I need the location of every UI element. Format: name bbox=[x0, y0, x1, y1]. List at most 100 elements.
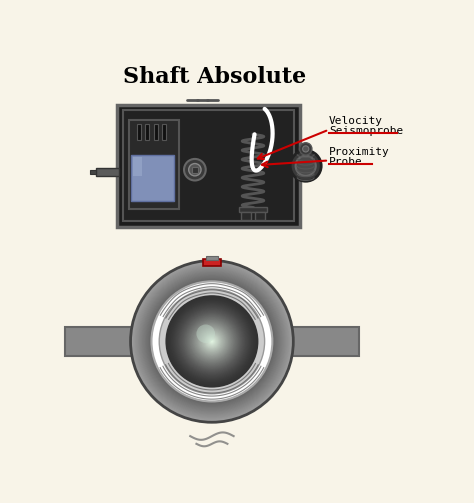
Circle shape bbox=[196, 326, 228, 357]
Circle shape bbox=[179, 308, 245, 375]
Bar bbox=[64, 327, 135, 356]
Text: Velocity: Velocity bbox=[329, 116, 383, 126]
Circle shape bbox=[145, 275, 279, 407]
Circle shape bbox=[302, 146, 309, 152]
Circle shape bbox=[179, 309, 245, 374]
Circle shape bbox=[181, 311, 243, 372]
Circle shape bbox=[189, 163, 201, 176]
Circle shape bbox=[175, 305, 248, 378]
Text: Seismoprobe: Seismoprobe bbox=[329, 126, 403, 136]
Bar bbox=[129, 120, 179, 209]
Bar bbox=[255, 212, 265, 220]
Bar bbox=[290, 327, 359, 356]
Circle shape bbox=[203, 333, 220, 350]
Circle shape bbox=[208, 338, 216, 345]
Circle shape bbox=[201, 330, 223, 352]
Circle shape bbox=[174, 304, 250, 379]
Bar bbox=[241, 212, 251, 220]
Circle shape bbox=[147, 278, 276, 405]
Circle shape bbox=[186, 316, 237, 367]
Text: Proximity: Proximity bbox=[329, 146, 390, 156]
Circle shape bbox=[184, 314, 240, 369]
Circle shape bbox=[130, 261, 293, 422]
Circle shape bbox=[211, 341, 213, 342]
Circle shape bbox=[145, 275, 279, 408]
Circle shape bbox=[146, 276, 278, 407]
Circle shape bbox=[170, 300, 254, 383]
Circle shape bbox=[207, 336, 218, 347]
Circle shape bbox=[137, 267, 287, 416]
Circle shape bbox=[201, 330, 224, 353]
Bar bbox=[137, 124, 141, 140]
Circle shape bbox=[139, 269, 285, 414]
Bar bbox=[118, 105, 300, 227]
Circle shape bbox=[182, 311, 242, 371]
Circle shape bbox=[165, 295, 258, 388]
Circle shape bbox=[137, 268, 286, 415]
Bar bbox=[206, 256, 218, 260]
Circle shape bbox=[141, 271, 283, 412]
Bar bbox=[133, 156, 142, 176]
Bar bbox=[131, 155, 174, 201]
Circle shape bbox=[149, 279, 275, 404]
Circle shape bbox=[189, 318, 235, 365]
Bar bbox=[192, 166, 198, 173]
Circle shape bbox=[131, 262, 292, 422]
Text: Shaft Absolute: Shaft Absolute bbox=[123, 66, 306, 89]
Circle shape bbox=[151, 281, 273, 402]
Circle shape bbox=[169, 299, 255, 384]
Circle shape bbox=[296, 156, 316, 176]
Circle shape bbox=[168, 297, 256, 385]
Circle shape bbox=[184, 159, 206, 181]
Circle shape bbox=[169, 298, 255, 384]
Bar bbox=[90, 170, 96, 175]
Bar bbox=[123, 111, 294, 221]
Circle shape bbox=[173, 302, 251, 381]
Circle shape bbox=[194, 324, 230, 359]
Circle shape bbox=[204, 333, 219, 349]
Circle shape bbox=[147, 277, 277, 406]
Circle shape bbox=[192, 322, 231, 361]
Circle shape bbox=[193, 323, 230, 360]
Circle shape bbox=[210, 339, 214, 344]
Circle shape bbox=[134, 264, 290, 419]
Circle shape bbox=[175, 304, 249, 378]
Bar bbox=[96, 168, 119, 176]
Circle shape bbox=[166, 296, 258, 387]
Circle shape bbox=[186, 315, 238, 368]
Circle shape bbox=[191, 320, 233, 362]
Text: Probe: Probe bbox=[329, 156, 363, 166]
Circle shape bbox=[200, 329, 224, 354]
Circle shape bbox=[150, 280, 274, 403]
Circle shape bbox=[187, 317, 237, 366]
Circle shape bbox=[199, 328, 225, 355]
Bar bbox=[162, 124, 166, 140]
Circle shape bbox=[143, 273, 281, 410]
Circle shape bbox=[207, 337, 217, 346]
Circle shape bbox=[209, 339, 215, 345]
Circle shape bbox=[152, 281, 273, 401]
Circle shape bbox=[290, 150, 321, 181]
Circle shape bbox=[178, 307, 246, 375]
Circle shape bbox=[188, 317, 236, 365]
Circle shape bbox=[135, 265, 289, 417]
Bar bbox=[239, 207, 267, 212]
Circle shape bbox=[192, 321, 232, 362]
Circle shape bbox=[198, 327, 226, 355]
Circle shape bbox=[202, 332, 221, 351]
Circle shape bbox=[180, 310, 244, 373]
Circle shape bbox=[183, 313, 241, 370]
Circle shape bbox=[185, 314, 239, 368]
Circle shape bbox=[148, 278, 275, 404]
Circle shape bbox=[205, 334, 219, 349]
Circle shape bbox=[190, 320, 234, 363]
Circle shape bbox=[182, 312, 241, 371]
Circle shape bbox=[132, 262, 292, 421]
Bar bbox=[145, 124, 149, 140]
Circle shape bbox=[159, 289, 264, 394]
Circle shape bbox=[133, 263, 291, 420]
Circle shape bbox=[173, 303, 251, 380]
Circle shape bbox=[196, 324, 215, 343]
Circle shape bbox=[140, 270, 284, 413]
Circle shape bbox=[141, 271, 283, 411]
